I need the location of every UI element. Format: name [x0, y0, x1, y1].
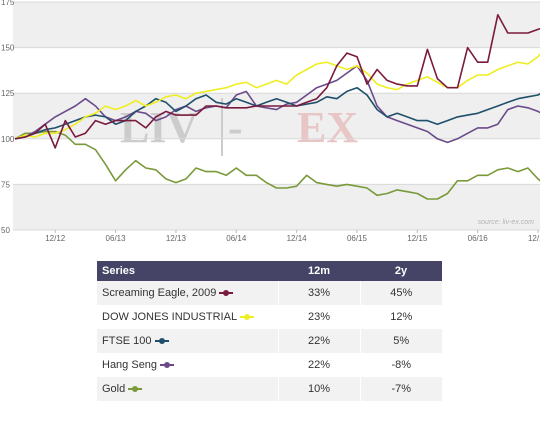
- series-line-hang-seng: [14, 65, 540, 144]
- series-cell: DOW JONES INDUSTRIAL: [97, 305, 278, 329]
- value-2y: -8%: [359, 353, 442, 377]
- svg-text:LIV: LIV: [120, 103, 198, 152]
- series-name: Hang Seng: [102, 359, 158, 371]
- x-tick-label: 12/15: [407, 234, 428, 243]
- series-line-dow-jones-industrial: [14, 52, 540, 140]
- series-cell: Hang Seng: [97, 353, 278, 377]
- table-row: Screaming Eagle, 2009 33% 45%: [97, 281, 442, 305]
- series-cell: Screaming Eagle, 2009: [97, 281, 278, 305]
- plot-band: [13, 2, 540, 48]
- x-tick-label: 12/12: [45, 234, 66, 243]
- y-tick-label: 75: [1, 180, 10, 189]
- series-name: FTSE 100: [102, 335, 152, 347]
- plot-band: [13, 47, 540, 94]
- x-tick-label: 12/16: [528, 234, 540, 243]
- series-name: DOW JONES INDUSTRIAL: [102, 311, 238, 323]
- header-12m: 12m: [278, 261, 360, 281]
- table-row: Gold 10% -7%: [97, 377, 442, 401]
- y-axis: 50 75 100 125 150 175: [1, 0, 540, 235]
- value-2y: 5%: [359, 329, 442, 353]
- y-tick-label: 50: [1, 226, 10, 235]
- series-line-screaming-eagle-2009: [14, 14, 540, 149]
- header-2y: 2y: [360, 261, 442, 281]
- value-2y: 12%: [359, 305, 442, 329]
- x-tick-label: 06/16: [468, 234, 489, 243]
- performance-table: Series 12m 2y Screaming Eagle, 2009 33% …: [97, 261, 442, 401]
- value-2y: 45%: [359, 281, 442, 305]
- plot-band: [13, 184, 540, 230]
- value-12m: 33%: [277, 281, 360, 305]
- header-series: Series: [97, 261, 278, 281]
- series-lines: [14, 14, 540, 200]
- legend-marker-icon: [160, 361, 175, 369]
- y-tick-label: 175: [1, 0, 15, 7]
- y-tick-label: 150: [1, 44, 15, 53]
- legend-marker-icon: [128, 385, 143, 393]
- plot-bands: [13, 2, 540, 230]
- series-line-ftse-100: [14, 86, 540, 140]
- table-row: FTSE 100 22% 5%: [97, 329, 442, 353]
- table-row: DOW JONES INDUSTRIAL 23% 12%: [97, 305, 442, 329]
- legend-marker-icon: [219, 289, 234, 297]
- value-12m: 23%: [277, 305, 360, 329]
- value-12m: 10%: [277, 377, 360, 401]
- svg-text:-: -: [228, 103, 243, 152]
- x-tick-label: 12/14: [287, 234, 308, 243]
- value-12m: 22%: [277, 353, 360, 377]
- svg-text:EX: EX: [297, 103, 358, 152]
- x-tick-label: 06/15: [347, 234, 368, 243]
- x-axis: 12/12 06/13 12/13 06/14 12/14 06/15 12/15 06/16…: [45, 230, 540, 243]
- y-tick-label: 100: [1, 135, 15, 144]
- series-name: Screaming Eagle, 2009: [102, 287, 217, 299]
- value-12m: 22%: [277, 329, 360, 353]
- table-header-row: Series 12m 2y: [97, 261, 442, 281]
- table-row: Hang Seng 22% -8%: [97, 353, 442, 377]
- value-2y: -7%: [359, 377, 442, 401]
- y-tick-label: 125: [1, 89, 15, 98]
- legend-marker-icon: [240, 313, 255, 321]
- plot-band: [13, 138, 540, 185]
- legend-marker-icon: [154, 337, 169, 345]
- x-tick-label: 12/13: [166, 234, 187, 243]
- series-cell: Gold: [97, 377, 278, 401]
- series-line-gold: [14, 130, 540, 200]
- livex-watermark: LIV - EX: [120, 98, 358, 156]
- x-tick-label: 06/14: [226, 234, 247, 243]
- series-name: Gold: [102, 383, 126, 395]
- x-tick-label: 06/13: [106, 234, 127, 243]
- series-cell: FTSE 100: [97, 329, 278, 353]
- source-label: source: liv-ex.com: [478, 219, 535, 226]
